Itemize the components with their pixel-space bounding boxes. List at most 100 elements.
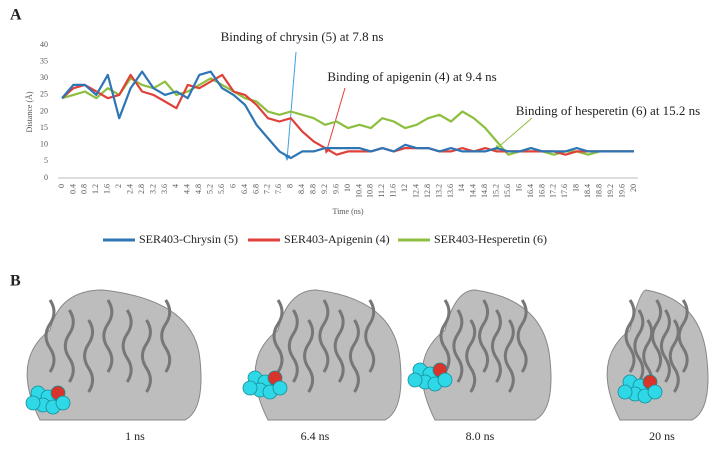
- caption: 1 ns: [125, 429, 145, 443]
- x-tick-label: 16.4: [526, 184, 535, 198]
- y-tick-label: 20: [40, 106, 48, 115]
- helix: [503, 319, 515, 393]
- x-tick-label: 16.8: [537, 184, 546, 198]
- x-tick-label: 18.8: [595, 184, 604, 198]
- x-tick-label: 14.8: [480, 184, 489, 198]
- annotation: Binding of hesperetin (6) at 15.2 ns: [516, 103, 701, 118]
- x-tick-label: 5.2: [206, 184, 215, 194]
- caption: 8.0 ns: [466, 429, 495, 443]
- x-tick-label: 6.4: [240, 184, 249, 194]
- x-tick-label: 8.8: [309, 184, 318, 194]
- y-axis-title: Distance (Å): [25, 91, 34, 132]
- ligand-atom: [25, 395, 41, 411]
- legend-label: SER403-Hesperetin (6): [434, 232, 547, 246]
- helix: [121, 309, 133, 383]
- y-tick-label: 25: [40, 90, 48, 99]
- x-tick-label: 2.4: [125, 184, 134, 194]
- x-tick-label: 13.6: [446, 184, 455, 198]
- x-tick-label: 16: [514, 184, 523, 192]
- x-tick-label: 3.6: [160, 184, 169, 194]
- x-tick-label: 18: [572, 184, 581, 192]
- helix: [490, 309, 502, 383]
- helix: [651, 299, 663, 373]
- ligand-atom: [272, 380, 288, 396]
- x-tick-label: 15.6: [503, 184, 512, 198]
- x-tick-label: 3.2: [148, 184, 157, 194]
- x-tick-label: 2: [114, 184, 123, 188]
- x-tick-label: 9.6: [331, 184, 340, 194]
- helix: [439, 299, 451, 373]
- caption: 6.4 ns: [301, 429, 330, 443]
- annotation-arrow: [494, 117, 533, 151]
- helix: [63, 309, 75, 383]
- helix: [659, 309, 671, 383]
- ligand-atom: [55, 395, 71, 411]
- ligand-atom: [242, 380, 258, 396]
- series-line: [61, 70, 634, 160]
- panel-label: A: [10, 7, 22, 24]
- ligand-atom: [647, 384, 663, 400]
- y-tick-label: 40: [40, 40, 48, 49]
- x-tick-label: 12: [400, 184, 409, 192]
- protein: [26, 289, 202, 421]
- x-tick-label: 0: [57, 184, 66, 188]
- x-tick-label: 1.6: [103, 184, 112, 194]
- protein: [606, 289, 709, 421]
- x-tick-label: 6.8: [251, 184, 260, 194]
- x-tick-label: 9.2: [320, 184, 329, 194]
- annotation: Binding of chrysin (5) at 7.8 ns: [221, 29, 384, 44]
- helix: [140, 319, 152, 393]
- x-tick-label: 0.8: [80, 184, 89, 194]
- x-tick-label: 7.6: [274, 184, 283, 194]
- helix: [478, 299, 490, 373]
- ligand-atom: [437, 372, 453, 388]
- y-tick-label: 15: [40, 123, 48, 132]
- helix: [677, 299, 689, 373]
- helix: [102, 299, 114, 373]
- helix: [465, 319, 477, 393]
- x-tick-label: 17.2: [549, 184, 558, 198]
- y-tick-label: 0: [44, 173, 48, 182]
- annotation-arrow: [324, 87, 346, 154]
- x-tick-label: 19.6: [617, 184, 626, 198]
- x-tick-label: 19.2: [606, 184, 615, 198]
- x-tick-label: 14: [457, 184, 466, 192]
- x-tick-label: 2.8: [137, 184, 146, 194]
- x-tick-label: 4: [171, 184, 180, 188]
- structure-images: [25, 289, 709, 421]
- helix: [318, 299, 330, 373]
- x-tick-label: 20: [629, 184, 638, 192]
- helix: [287, 309, 299, 383]
- helix: [624, 299, 636, 373]
- y-tick-label: 10: [40, 140, 48, 149]
- x-tick-label: 11.2: [377, 184, 386, 198]
- helix: [160, 299, 172, 373]
- legend-label: SER403-Chrysin (5): [139, 232, 238, 246]
- helix: [348, 319, 360, 393]
- x-tick-label: 14.4: [469, 184, 478, 198]
- x-tick-label: 1.2: [91, 184, 100, 194]
- helix: [83, 319, 95, 393]
- panel-label: B: [10, 273, 21, 290]
- x-tick-label: 5.6: [217, 184, 226, 194]
- ligand-atom: [617, 384, 633, 400]
- x-tick-label: 11.6: [389, 184, 398, 198]
- ligand-atom: [407, 372, 423, 388]
- helix: [364, 299, 376, 373]
- annotation: Binding of apigenin (4) at 9.4 ns: [327, 69, 496, 84]
- x-tick-label: 4.4: [183, 184, 192, 194]
- x-tick-label: 10.4: [354, 184, 363, 198]
- x-tick-label: 6: [228, 184, 237, 188]
- x-tick-label: 0.4: [68, 184, 77, 194]
- y-tick-label: 5: [44, 156, 48, 165]
- x-tick-label: 8.4: [297, 184, 306, 194]
- x-tick-label: 13.2: [434, 184, 443, 198]
- x-tick-label: 10: [343, 184, 352, 192]
- annotation-arrow: [284, 51, 297, 161]
- helix: [516, 299, 528, 373]
- x-tick-label: 18.4: [583, 184, 592, 198]
- x-axis-title: Time (ns): [332, 207, 363, 216]
- x-tick-label: 10.8: [366, 184, 375, 198]
- x-tick-label: 8: [286, 184, 295, 188]
